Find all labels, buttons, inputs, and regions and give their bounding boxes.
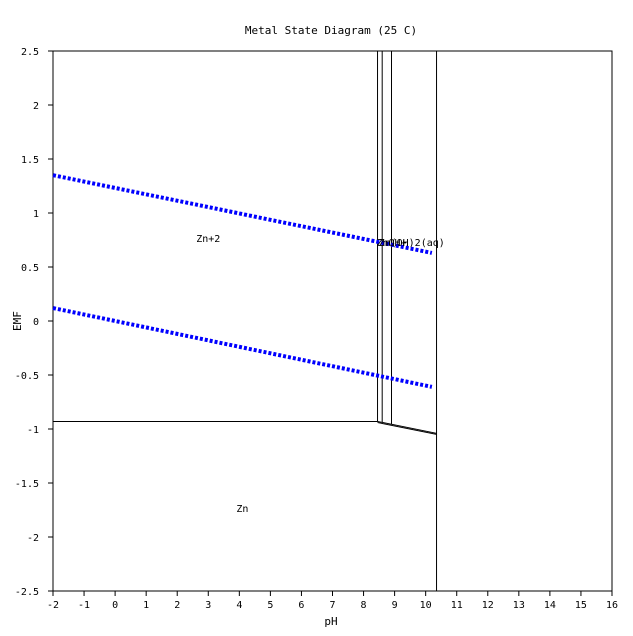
y-axis: 2.5 2 1.5 1 0.5 0 -0.5 -1 -1.5 -2 -2.5 — [15, 47, 53, 598]
phase-boundaries — [53, 51, 438, 591]
x-axis: -2 -1 0 1 2 3 4 5 6 7 8 9 10 11 12 13 14 15 16 — [47, 591, 618, 611]
y-tick-label: 1 — [33, 209, 39, 220]
y-tick-label: 2 — [33, 101, 39, 112]
y-axis-label: EMF — [11, 311, 24, 331]
x-tick-label: 2 — [174, 600, 180, 611]
x-tick-label: -2 — [47, 600, 59, 611]
y-tick-label: -2.5 — [15, 587, 39, 598]
y-tick-label: -1 — [27, 425, 39, 436]
y-tick-label: 0.5 — [21, 263, 39, 274]
region-label: Zn+2 — [196, 234, 220, 245]
y-tick-label: -1.5 — [15, 479, 39, 490]
y-tick-label: 1.5 — [21, 155, 39, 166]
y-tick-label: -0.5 — [15, 371, 39, 382]
x-tick-label: 5 — [267, 600, 273, 611]
x-tick-label: 8 — [361, 600, 367, 611]
x-tick-label: 11 — [451, 600, 463, 611]
x-tick-label: 9 — [392, 600, 398, 611]
region-labels: Zn+2 Zn ZnOH+Zn(OH)2(aq) — [196, 234, 445, 515]
x-tick-label: 14 — [544, 600, 556, 611]
x-tick-label: 10 — [420, 600, 432, 611]
x-tick-label: 6 — [298, 600, 304, 611]
boundary-line — [377, 420, 437, 434]
region-label: ZnOH+ — [376, 238, 406, 249]
x-tick-label: 13 — [513, 600, 525, 611]
x-tick-label: 3 — [205, 600, 211, 611]
water-stability-lines — [52, 173, 433, 389]
x-axis-label: pH — [324, 615, 337, 628]
region-label: Zn(OH)2(aq) — [379, 238, 445, 249]
x-tick-label: 4 — [236, 600, 242, 611]
chart-title: Metal State Diagram (25 C) — [245, 24, 417, 37]
x-tick-label: 1 — [143, 600, 149, 611]
water-line — [52, 173, 433, 255]
region-label: Zn — [236, 504, 248, 515]
y-tick-label: 2.5 — [21, 47, 39, 58]
x-tick-label: 12 — [482, 600, 494, 611]
x-tick-label: 16 — [606, 600, 618, 611]
y-tick-label: 0 — [33, 317, 39, 328]
x-tick-label: 15 — [575, 600, 587, 611]
water-line — [52, 306, 433, 389]
x-tick-label: -1 — [78, 600, 90, 611]
y-tick-label: -2 — [27, 533, 39, 544]
boundary-line — [377, 422, 437, 435]
x-tick-label: 0 — [112, 600, 118, 611]
plot-area — [52, 50, 613, 592]
x-tick-label: 7 — [329, 600, 335, 611]
